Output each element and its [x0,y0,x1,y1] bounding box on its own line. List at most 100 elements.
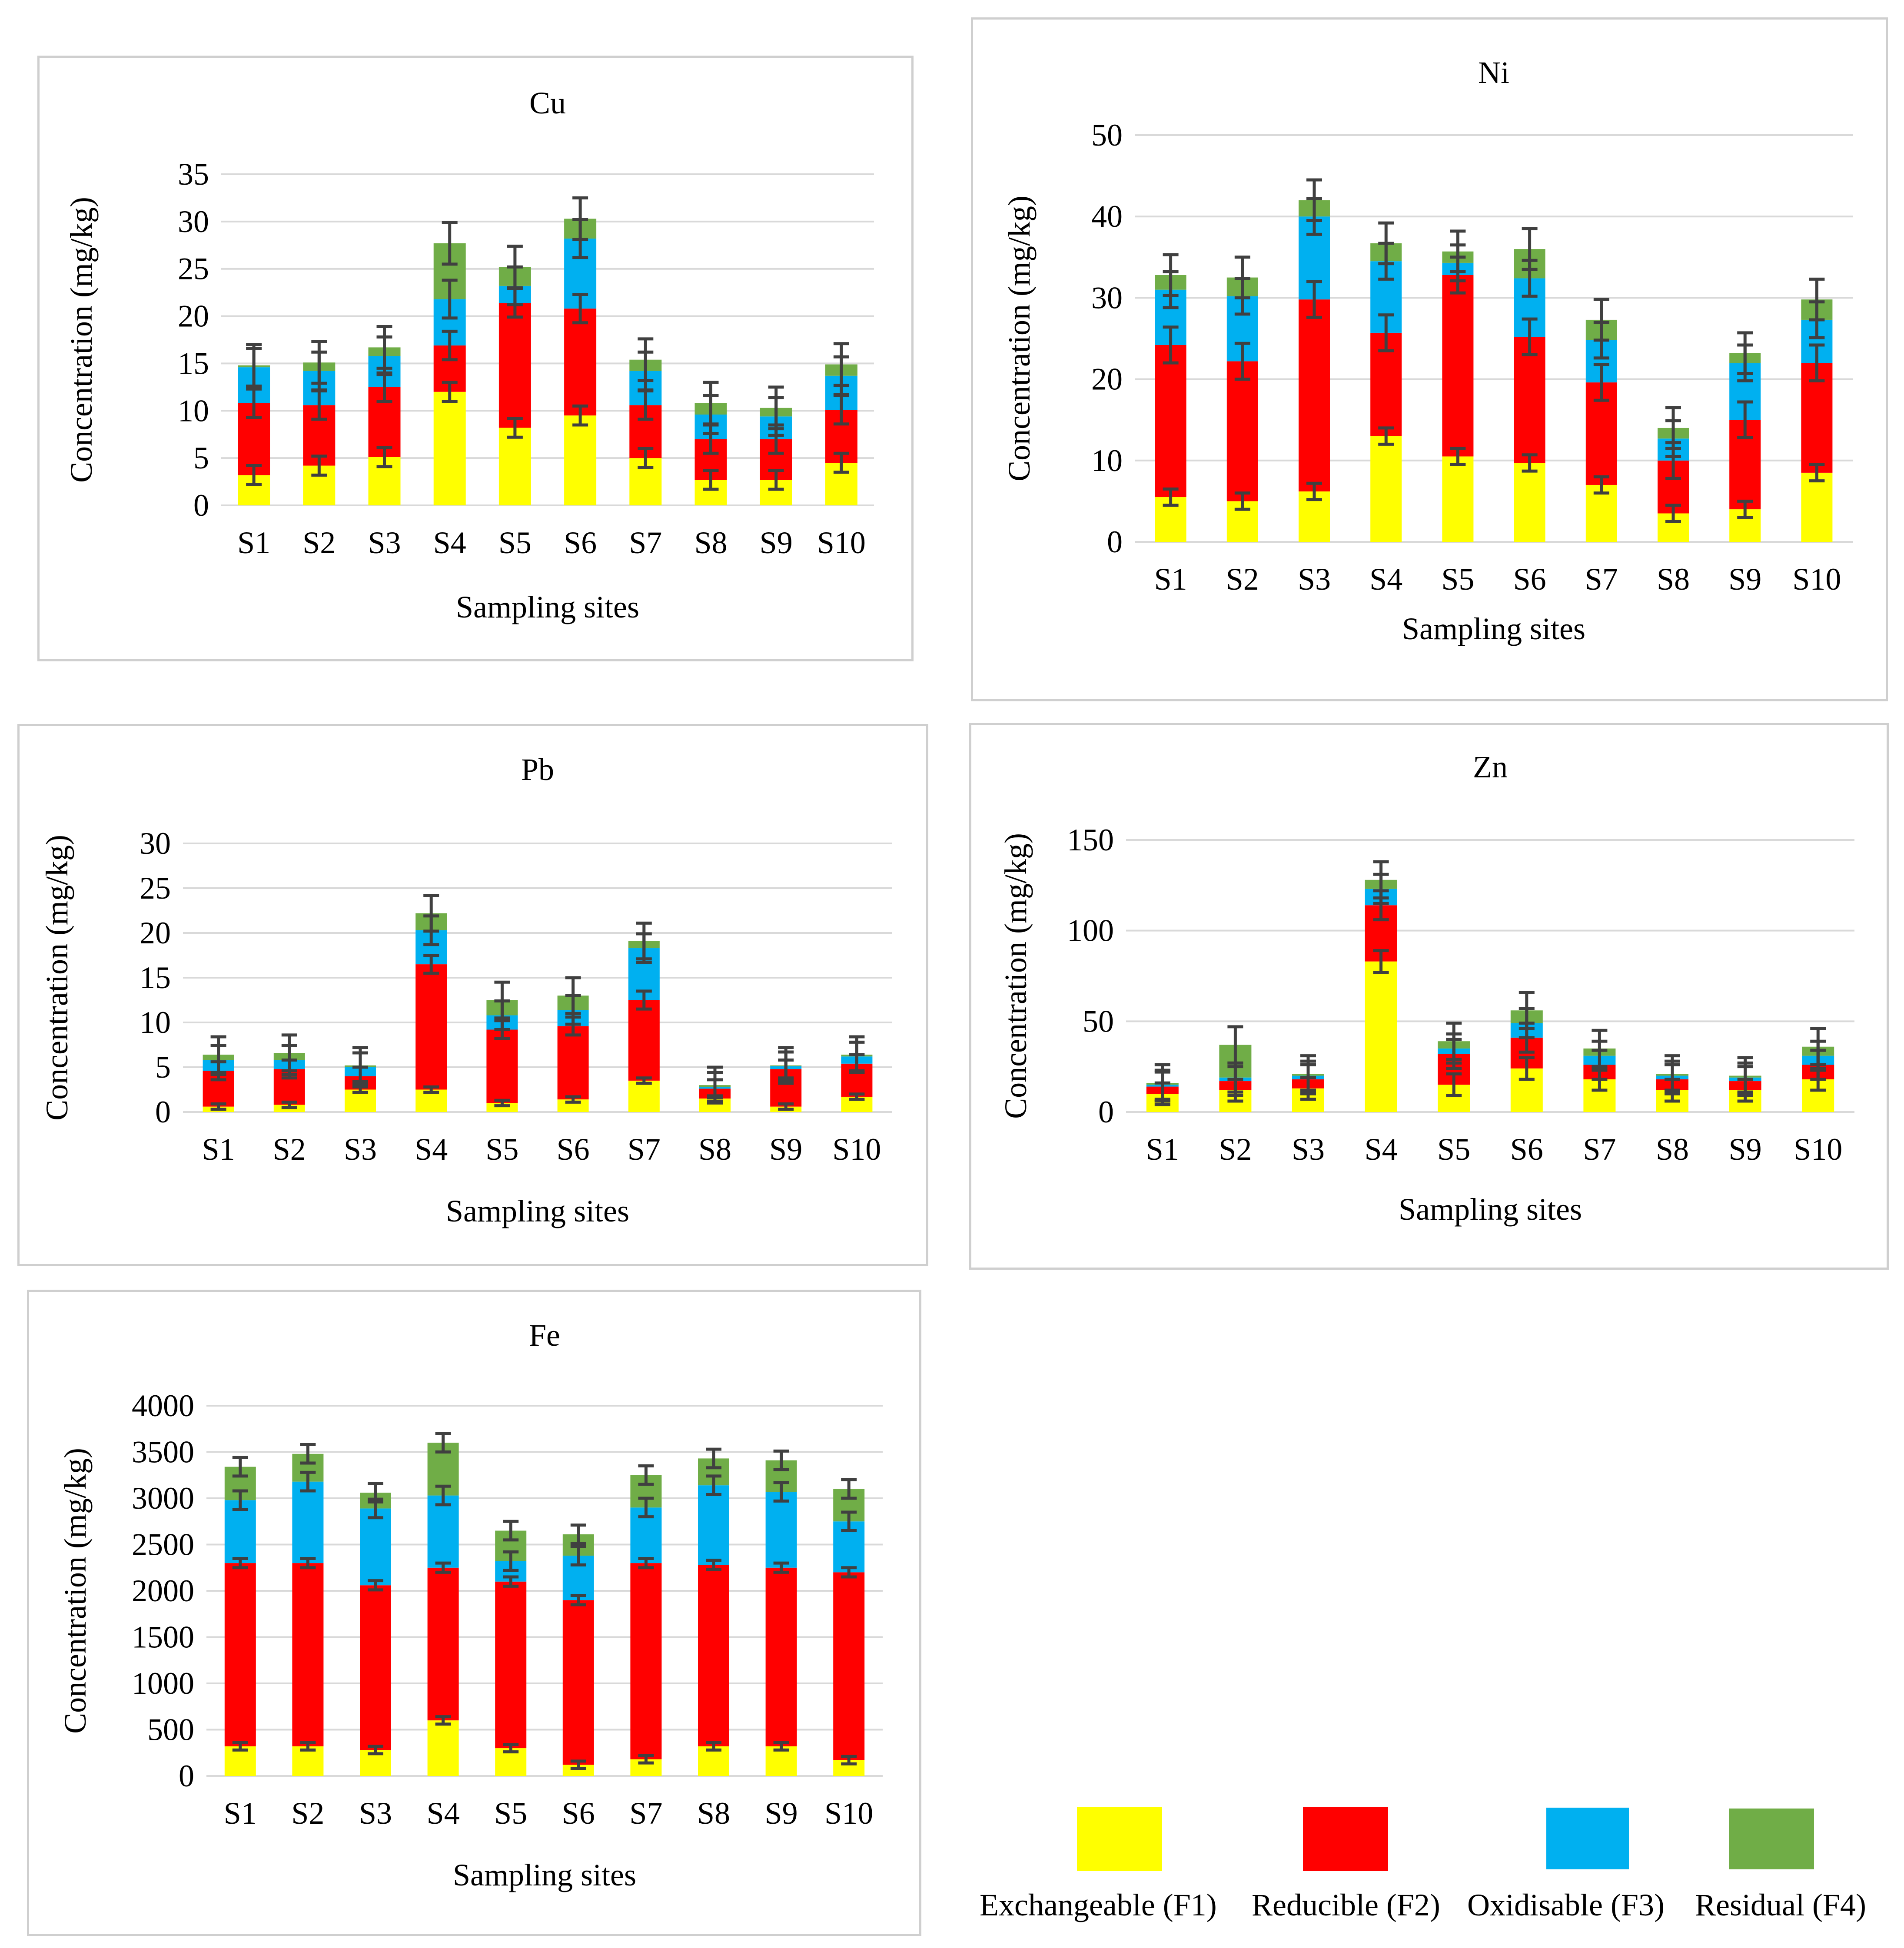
chart-ni: Ni 0 10 20 30 40 50 S1 S2 S3 S4 S5 S6 S7 S8 S9 S10 Sampli… [1002,55,1853,646]
x-tick-label: S2 [1226,562,1259,597]
x-tick-label: S8 [1656,1132,1689,1167]
bar-segment-f1 [1514,463,1545,542]
x-tick-label: S3 [1298,562,1331,597]
x-tick-label: S7 [1583,1132,1616,1167]
y-tick-label: 2000 [132,1573,194,1608]
bar-segment-f2 [427,1567,459,1721]
x-tick-label: S7 [628,1132,661,1167]
y-tick-label: 30 [178,204,209,239]
x-tick-label: S5 [494,1796,527,1831]
chart-title: Cu [529,86,566,120]
x-tick-label: S4 [427,1796,460,1831]
y-tick-label: 2500 [132,1527,194,1562]
x-tick-label: S4 [1369,562,1402,597]
x-tick-label: S1 [237,525,270,560]
x-tick-label: S6 [1510,1132,1543,1167]
x-tick-label: S9 [1729,1132,1762,1167]
chart-panel-fe: Fe 0 500 1000 1500 2000 2500 3000 3500 4000 S1 S2 S3… [27,1290,921,1936]
bar-segment-f2 [557,1026,589,1100]
y-tick-label: 150 [1067,823,1114,857]
y-tick-label: 35 [178,157,209,192]
x-tick-label: S7 [629,1796,662,1831]
y-tick-label: 20 [140,916,171,950]
bar-segment-f1 [1442,456,1474,542]
x-tick-label: S10 [824,1796,873,1831]
y-tick-label: 4000 [132,1388,194,1423]
legend-swatch-f1 [1077,1807,1162,1871]
chart-zn: Zn 0 50 100 150 S1 S2 S3 S4 S5 S6 S7 S8 S9 S10 Sampling… [998,750,1854,1227]
y-tick-label: 10 [140,1005,171,1040]
y-tick-label: 15 [140,960,171,995]
x-tick-label: S1 [1146,1132,1179,1167]
x-axis-label: Sampling sites [456,590,639,624]
y-axis-label: Concentration (mg/kg) [58,1448,93,1734]
x-tick-label: S2 [291,1796,324,1831]
bar-segment-f2 [698,1565,729,1746]
x-tick-label: S8 [1657,562,1690,597]
y-tick-label: 5 [193,441,209,475]
x-axis-label: Sampling sites [446,1194,629,1228]
bar-segment-f1 [628,1080,660,1112]
x-tick-label: S7 [1585,562,1618,597]
legend: Exchangeable (F1) Reducible (F2) Oxidisa… [974,1799,1895,1938]
y-tick-label: 0 [1098,1095,1114,1129]
x-tick-label: S9 [769,1132,802,1167]
bar-segment-f2 [495,1581,527,1749]
x-tick-label: S9 [1728,562,1761,597]
y-tick-label: 25 [178,252,209,286]
y-tick-label: 30 [140,826,171,861]
bar-segment-f1 [1801,472,1833,542]
chart-title: Fe [529,1318,560,1353]
y-axis-label: Concentration (mg/kg) [64,197,99,483]
x-tick-label: S3 [344,1132,377,1167]
bar-segment-f1 [433,392,466,505]
bar-segment-f2 [360,1585,391,1750]
bar-segment-f3 [765,1492,797,1568]
x-tick-label: S10 [832,1132,881,1167]
x-tick-label: S6 [562,1796,595,1831]
bar-segment-f1 [1365,961,1397,1112]
x-tick-label: S5 [498,525,532,560]
chart-panel-ni: Ni 0 10 20 30 40 50 S1 S2 S3 S4 S5 S6 S7 S8 S9 S10 Sampli… [971,17,1888,701]
legend-label-f1: Exchangeable (F1) [980,1888,1217,1922]
y-tick-label: 100 [1067,913,1114,948]
y-tick-label: 10 [178,393,209,428]
y-tick-label: 0 [179,1759,194,1793]
chart-cu: Cu 0 5 10 15 20 25 30 35 S1 S2 S3 S4 S5 S6 S7 S8 S9 S10 Sam… [64,86,874,624]
x-axis-label: Sampling sites [1399,1192,1582,1227]
bar-segment-f2 [562,1600,594,1765]
bar-segment-f1 [1370,436,1402,542]
x-tick-label: S2 [302,525,336,560]
y-tick-label: 0 [193,488,209,523]
bar-segment-f2 [765,1567,797,1746]
x-axis-label: Sampling sites [453,1858,636,1892]
bar-segment-f2 [224,1563,256,1746]
legend-swatch-f3 [1546,1808,1629,1869]
legend-label-f2: Reducible (F2) [1252,1888,1440,1922]
y-tick-label: 500 [147,1712,194,1747]
bar-segment-f1 [564,415,597,505]
x-tick-label: S8 [698,1132,731,1167]
chart-title: Ni [1478,55,1509,90]
bar-segment-f2 [833,1572,865,1760]
x-tick-label: S7 [629,525,662,560]
x-tick-label: S8 [697,1796,730,1831]
x-tick-label: S1 [224,1796,257,1831]
chart-panel-cu: Cu 0 5 10 15 20 25 30 35 S1 S2 S3 S4 S5 S6 S7 S8 S9 S10 Sam… [37,56,914,661]
x-tick-label: S5 [1441,562,1474,597]
bar-segment-f2 [1514,337,1545,463]
y-tick-label: 30 [1091,280,1123,315]
y-tick-label: 3000 [132,1481,194,1516]
x-tick-label: S6 [1513,562,1546,597]
x-tick-label: S6 [557,1132,590,1167]
bar-segment-f1 [427,1720,459,1776]
legend-svg: Exchangeable (F1) Reducible (F2) Oxidisa… [980,1807,1866,1922]
y-axis-label: Concentration (mg/kg) [998,833,1033,1119]
bar-segment-f2 [292,1563,324,1746]
bar-segment-f2 [498,303,531,428]
x-tick-label: S2 [273,1132,306,1167]
x-tick-label: S5 [485,1132,518,1167]
x-tick-label: S4 [433,525,466,560]
x-axis-label: Sampling sites [1402,611,1585,646]
x-tick-label: S9 [765,1796,798,1831]
